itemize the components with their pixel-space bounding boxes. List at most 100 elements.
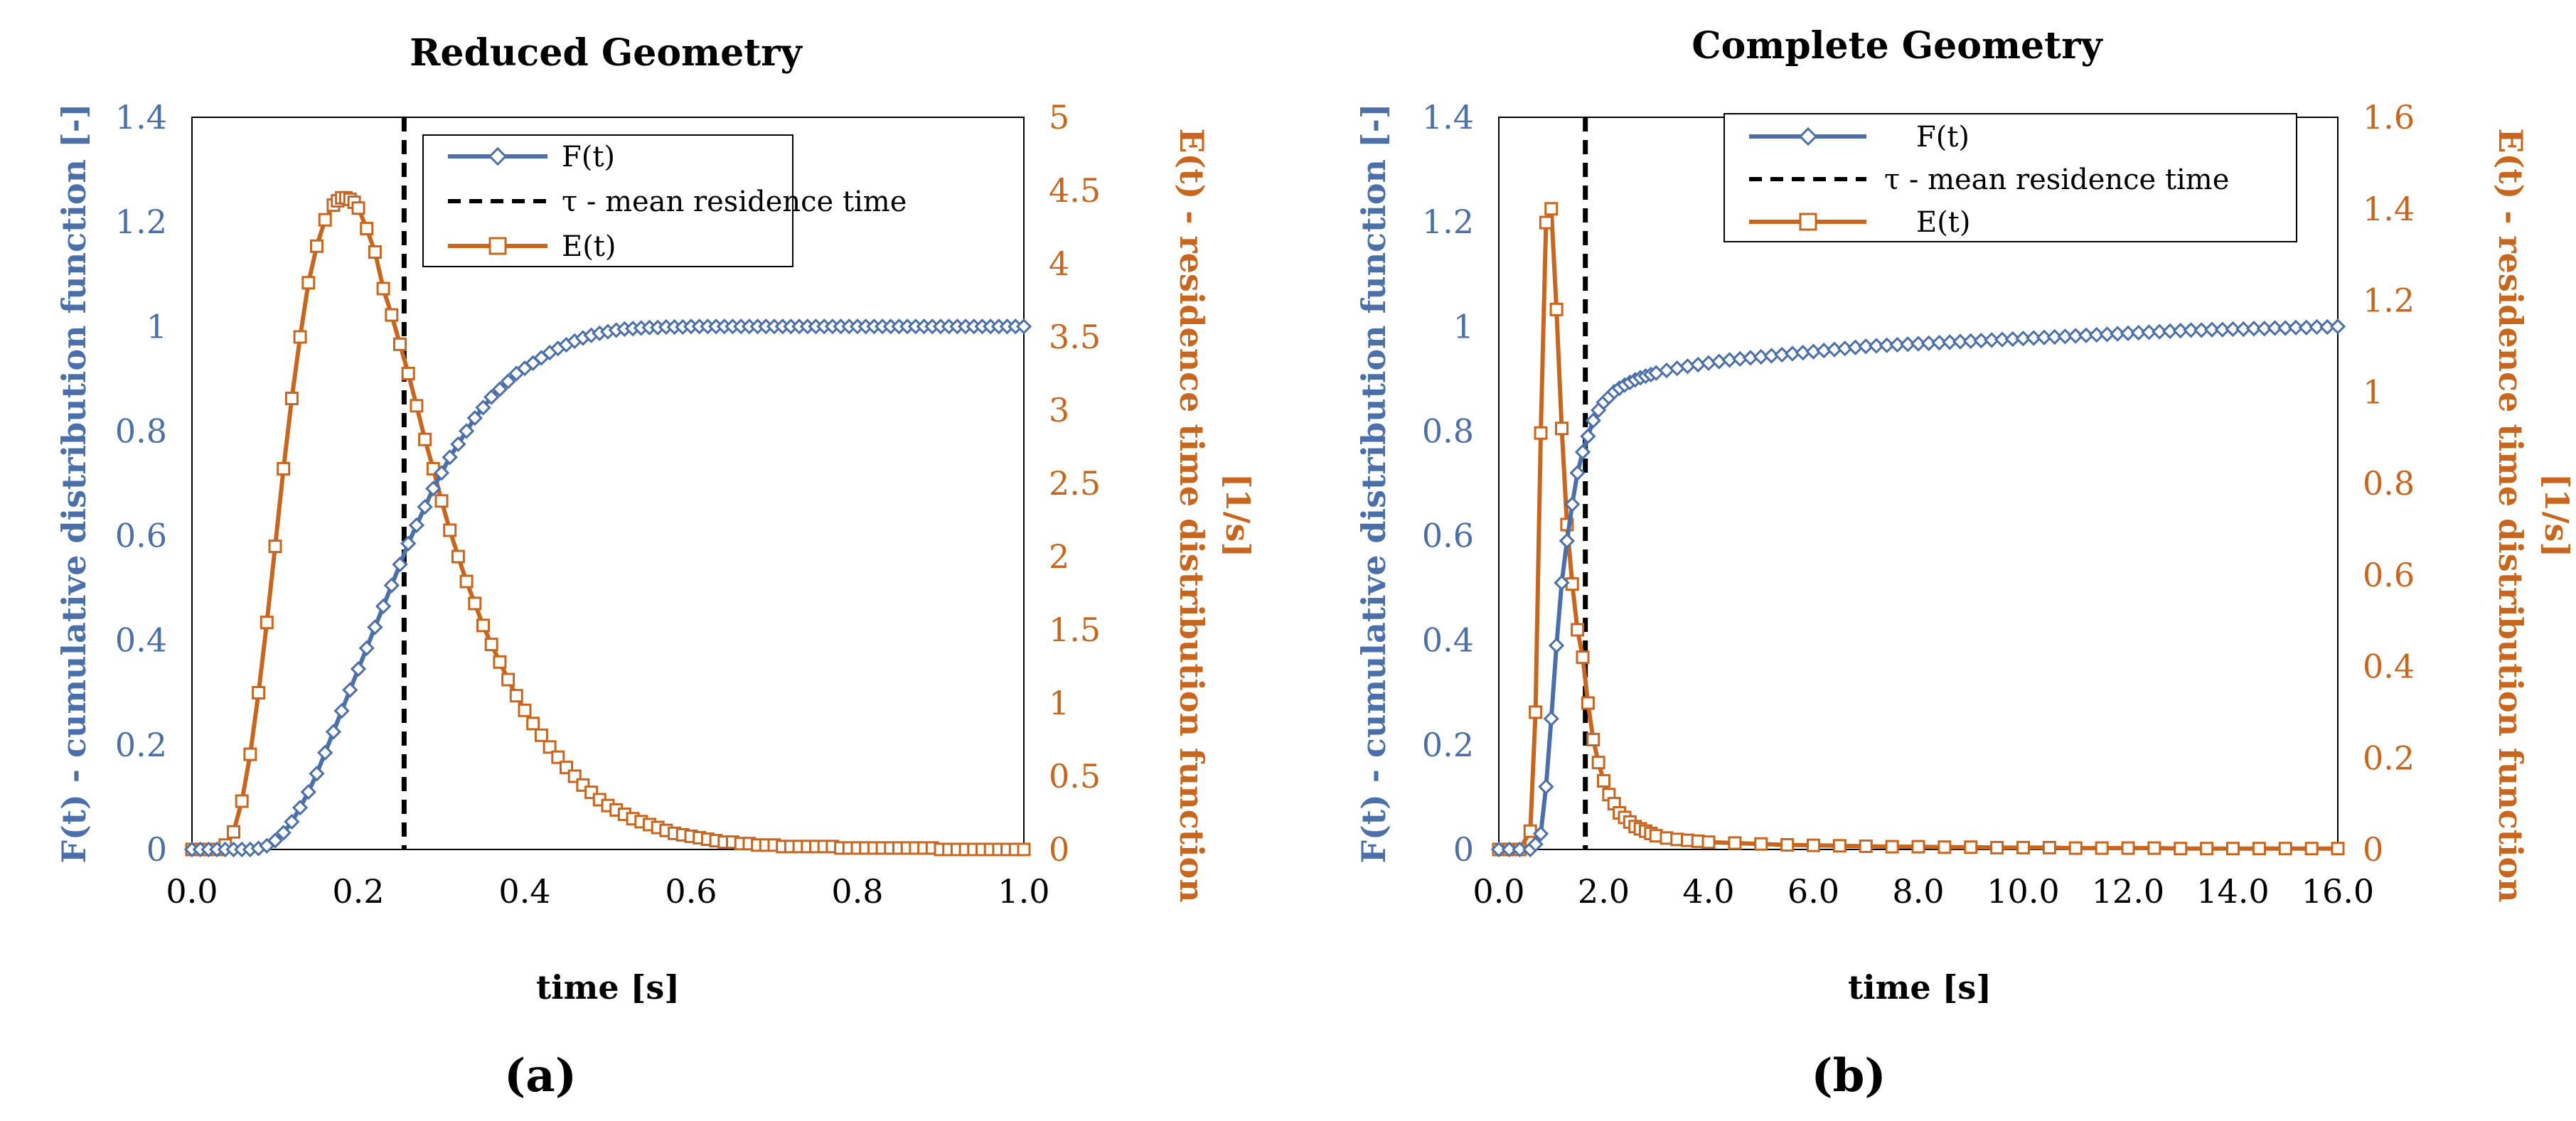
e-data-point xyxy=(2121,841,2135,855)
f-data-point xyxy=(491,381,508,397)
x-tick-label: 0.2 xyxy=(332,872,384,911)
right-y-tick-label: 0.6 xyxy=(2363,556,2415,594)
e-series xyxy=(1492,202,2345,857)
f-data-point xyxy=(466,409,483,427)
left-y-tick-labels: 0 0.2 0.4 0.6 0.8 1 1.2 1.4 xyxy=(1422,98,1474,869)
x-tick-label: 1.0 xyxy=(998,872,1049,911)
f-data-point xyxy=(1501,841,1517,858)
x-axis-title: time [s] xyxy=(536,968,680,1007)
right-y-tick-label: 0.5 xyxy=(1049,757,1101,795)
left-y-tick-label: 1 xyxy=(1453,307,1474,345)
e-data-point xyxy=(484,638,498,652)
left-y-tick-label: 0.4 xyxy=(1422,621,1474,660)
e-data-point xyxy=(1780,838,1795,852)
right-y-tick-label: 0.8 xyxy=(2363,464,2415,503)
legend: F(t) τ - mean residence time E(t) xyxy=(1723,113,2297,242)
e-data-point xyxy=(268,540,282,554)
f-data-point xyxy=(275,825,292,841)
e-data-point xyxy=(1754,837,1768,851)
f-series xyxy=(1490,318,2346,858)
e-data-point xyxy=(1549,302,1564,316)
plot-frame xyxy=(191,117,1025,850)
right-y-tick-label: 1.5 xyxy=(1049,611,1101,649)
panel-b-complete-geometry: Complete Geometry 0.0 2.0 4.0 6.0 8.0 10.0 12.… xyxy=(1354,24,2576,1103)
e-data-point xyxy=(410,399,424,413)
e-data-point xyxy=(2331,842,2345,856)
e-data-point xyxy=(1586,733,1600,746)
left-y-tick-label: 1.2 xyxy=(115,203,167,241)
e-data-point xyxy=(534,728,548,742)
right-y-tick-label: 1 xyxy=(2363,372,2383,411)
e-data-point xyxy=(376,281,390,296)
x-tick-labels: 0.0 2.0 4.0 6.0 8.0 10.0 12.0 14.0 16.0 xyxy=(1473,872,2374,911)
e-data-point xyxy=(1885,840,1899,854)
e-data-point xyxy=(1701,835,1716,849)
e-data-point xyxy=(509,689,523,703)
f-data-point xyxy=(1580,428,1596,444)
f-data-point xyxy=(2309,318,2325,336)
right-y-tick-label: 0 xyxy=(1049,830,1069,869)
f-data-point xyxy=(309,766,325,782)
f-data-point xyxy=(2203,321,2220,338)
e-data-point xyxy=(243,747,257,761)
f-data-point xyxy=(367,619,383,635)
f-series-line xyxy=(1499,324,2339,852)
f-data-point xyxy=(2287,319,2304,336)
e-data-point xyxy=(1807,838,1820,852)
f-data-point xyxy=(284,813,300,830)
legend-e-label: E(t) xyxy=(1916,206,1970,239)
f-data-point xyxy=(300,783,316,800)
f-data-point xyxy=(2267,320,2283,336)
e-data-point xyxy=(385,308,399,322)
e-data-point xyxy=(368,245,382,259)
e-data-point xyxy=(459,574,474,589)
right-y-axis-title-unit: [1/s] xyxy=(1219,473,1257,557)
x-tick-labels: 0.0 0.2 0.4 0.6 0.8 1.0 xyxy=(166,872,1049,911)
x-tick-label: 12.0 xyxy=(2092,872,2164,911)
f-data-point xyxy=(1554,574,1570,591)
x-tick-label: 0.8 xyxy=(831,872,883,911)
right-y-axis-title: E(t) - residence time distribution funct… xyxy=(1172,128,1211,902)
f-data-point xyxy=(375,598,392,615)
right-y-tick-labels: 0 0.5 1 1.5 2 2.5 3 3.5 4 4.5 5 xyxy=(1049,98,1101,869)
e-data-point xyxy=(2147,841,2161,855)
e-data-point xyxy=(2200,842,2214,856)
f-data-point xyxy=(350,661,367,677)
right-y-tick-label: 5 xyxy=(1049,98,1069,136)
f-data-point xyxy=(1585,412,1601,429)
f-data-point xyxy=(1490,841,1507,858)
e-data-point xyxy=(518,703,532,717)
left-y-tick-label: 0.4 xyxy=(115,621,167,660)
f-data-point xyxy=(358,640,375,656)
e-data-point xyxy=(451,549,465,564)
legend-e-label: E(t) xyxy=(562,230,616,263)
f-data-point xyxy=(450,436,466,452)
e-data-point xyxy=(277,461,291,476)
x-tick-label: 0.6 xyxy=(665,872,717,911)
f-data-point xyxy=(1527,836,1544,852)
right-y-tick-label: 3.5 xyxy=(1049,318,1101,356)
left-y-tick-label: 1 xyxy=(146,307,167,345)
e-data-point xyxy=(1832,839,1847,853)
f-data-point xyxy=(1512,841,1528,858)
right-y-tick-label: 0 xyxy=(2363,830,2383,869)
e-data-point xyxy=(318,213,332,227)
e-data-point xyxy=(2252,842,2266,856)
e-data-point xyxy=(2068,841,2083,855)
e-data-point xyxy=(526,717,540,731)
x-tick-label: 4.0 xyxy=(1682,872,1734,911)
e-data-point xyxy=(476,618,490,633)
x-axis-title: time [s] xyxy=(1848,968,1992,1007)
f-data-point xyxy=(475,399,491,416)
f-data-point xyxy=(1574,444,1591,460)
panel-label: (b) xyxy=(1811,1049,1886,1103)
right-y-tick-label: 3 xyxy=(1049,391,1069,429)
f-data-point xyxy=(392,556,408,573)
x-tick-label: 6.0 xyxy=(1787,872,1839,911)
left-y-tick-label: 0 xyxy=(1453,830,1474,869)
x-tick-label: 0.0 xyxy=(166,872,218,911)
e-data-point xyxy=(551,750,565,764)
left-y-axis-title: F(t) - cumulative distribution function … xyxy=(1354,103,1393,863)
f-data-point xyxy=(458,423,475,439)
e-data-point xyxy=(493,655,507,669)
